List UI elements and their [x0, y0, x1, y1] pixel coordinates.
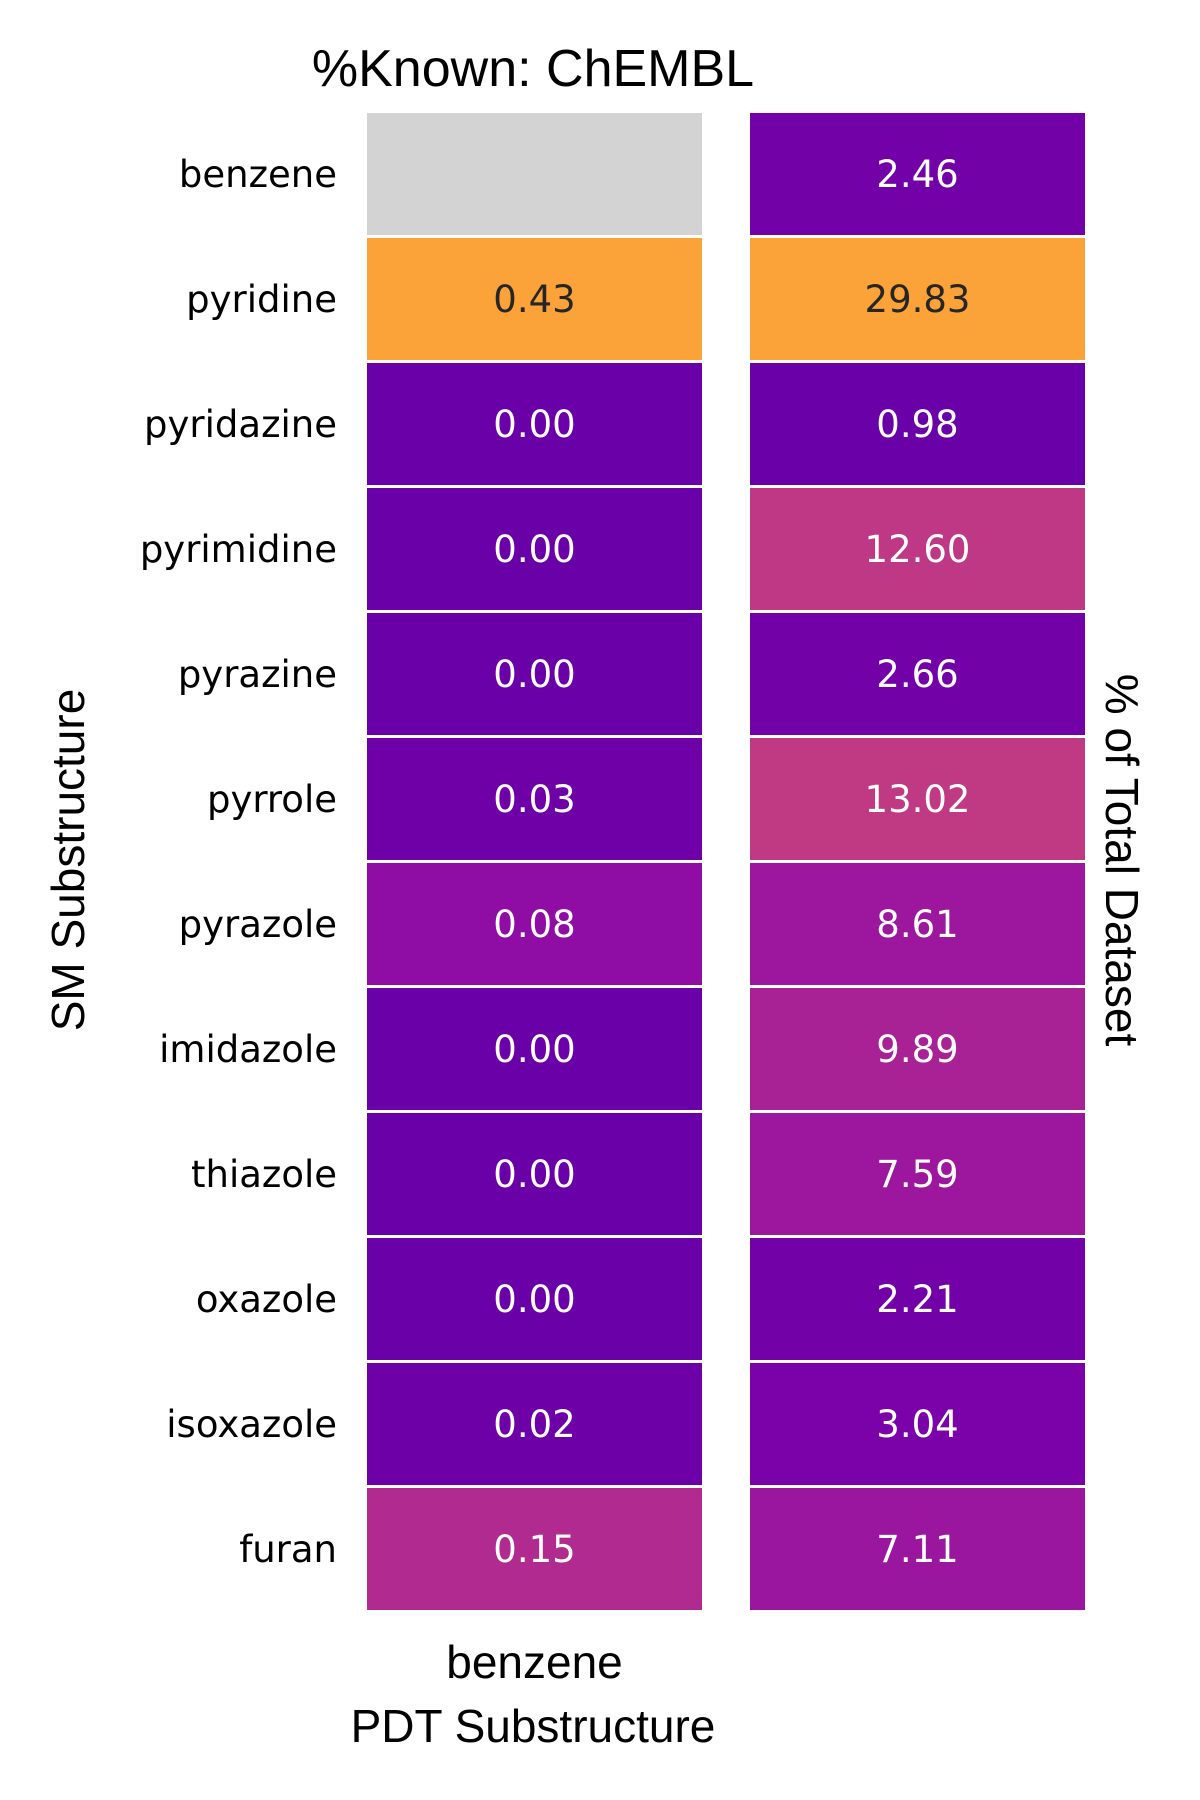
cell-value-label: 0.08 — [493, 903, 575, 946]
row-tick-labels: benzene pyridine pyridazine pyrimidine pyraz… — [140, 153, 337, 1571]
row-tick-label: thiazole — [191, 1153, 337, 1196]
column-tick-label: benzene — [446, 1636, 623, 1688]
row-tick-label: pyridazine — [144, 403, 337, 446]
y-axis-label: SM Substructure — [42, 689, 94, 1032]
cell-value-label: 0.02 — [493, 1403, 575, 1446]
right-axis-label: % of Total Dataset — [1096, 674, 1148, 1047]
heatmap-cell — [367, 113, 702, 235]
cell-value-label: 8.61 — [876, 903, 958, 946]
heatmap-cell — [750, 613, 1085, 735]
heatmap-cell — [367, 863, 702, 985]
heatmap-cell — [750, 1113, 1085, 1235]
heatmap-cell — [367, 988, 702, 1110]
cell-value-label: 2.66 — [876, 653, 958, 696]
heatmap-cell — [750, 1488, 1085, 1610]
cell-value-label: 7.59 — [876, 1153, 958, 1196]
row-tick-label: pyrimidine — [140, 528, 337, 571]
heatmap-cell — [750, 1363, 1085, 1485]
heatmap-cell — [750, 988, 1085, 1110]
heatmap-cell — [367, 488, 702, 610]
row-tick-label: benzene — [179, 153, 337, 196]
heatmap-cell — [367, 238, 702, 360]
row-tick-label: imidazole — [159, 1028, 337, 1071]
row-tick-label: furan — [239, 1528, 337, 1571]
heatmap-cell — [750, 113, 1085, 235]
row-tick-label: pyrazole — [179, 903, 337, 946]
cell-value-label: 0.00 — [493, 1153, 575, 1196]
heatmap-cell — [750, 863, 1085, 985]
heatmap-cell — [750, 238, 1085, 360]
heatmap-cell — [367, 1363, 702, 1485]
heatmap-cell — [367, 1488, 702, 1610]
cell-value-label: 13.02 — [865, 778, 971, 821]
row-tick-label: oxazole — [196, 1278, 337, 1321]
cell-value-label: 2.46 — [876, 153, 958, 196]
column-tick-labels: benzene — [446, 1636, 623, 1688]
heatmap-cell — [367, 1238, 702, 1360]
heatmap-cell — [750, 363, 1085, 485]
heatmap-cell — [750, 738, 1085, 860]
row-tick-label: pyridine — [186, 278, 337, 321]
row-tick-label: pyrrole — [207, 778, 337, 821]
cell-value-label: 12.60 — [865, 528, 971, 571]
cell-value-label: 29.83 — [865, 278, 971, 321]
row-tick-label: pyrazine — [178, 653, 337, 696]
heatmap-cell — [367, 1113, 702, 1235]
cell-value-label: 0.00 — [493, 1028, 575, 1071]
cell-value-label: 2.21 — [876, 1278, 958, 1321]
chart-title: %Known: ChEMBL — [312, 40, 754, 98]
heatmap-cell — [367, 613, 702, 735]
cell-value-label: 7.11 — [876, 1528, 958, 1571]
x-axis-label: PDT Substructure — [351, 1700, 716, 1752]
cell-value-label: 0.98 — [876, 403, 958, 446]
cell-value-label: 0.03 — [493, 778, 575, 821]
cell-value-label: 0.15 — [493, 1528, 575, 1571]
cell-value-label: 0.00 — [493, 653, 575, 696]
cell-value-label: 3.04 — [876, 1403, 958, 1446]
cell-value-label: 0.43 — [493, 278, 575, 321]
heatmap-cell — [750, 488, 1085, 610]
cell-value-label: 9.89 — [876, 1028, 958, 1071]
heatmap-cell — [750, 1238, 1085, 1360]
heatmap-cells: 0.43 0.00 0.00 0.00 0.03 0.08 0.00 0.00 0.00 0.02… — [367, 113, 1085, 1610]
row-tick-label: isoxazole — [166, 1403, 337, 1446]
heatmap-cell — [367, 738, 702, 860]
cell-value-label: 0.00 — [493, 1278, 575, 1321]
cell-value-label: 0.00 — [493, 403, 575, 446]
heatmap-cell — [367, 363, 702, 485]
cell-value-label: 0.00 — [493, 528, 575, 571]
